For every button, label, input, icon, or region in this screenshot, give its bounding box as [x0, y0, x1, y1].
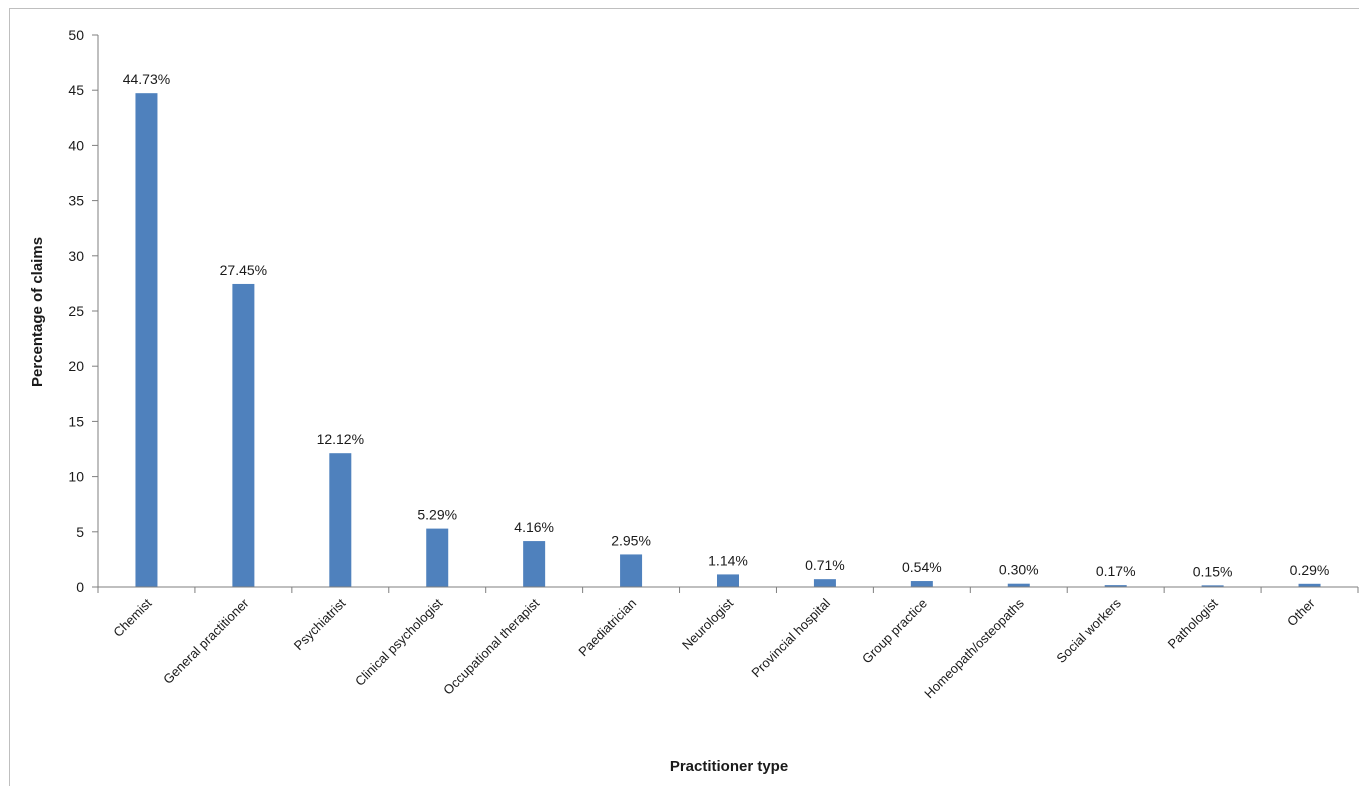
category-label: Homeopath/osteopaths: [921, 595, 1027, 701]
y-tick-label: 15: [68, 413, 84, 429]
category-label: Occupational therapist: [440, 595, 542, 697]
bar: [1298, 583, 1321, 587]
bar: [910, 581, 933, 587]
category-label: Clinical psychologist: [352, 595, 446, 689]
category-label: Other: [1284, 595, 1318, 629]
category-label: Group practice: [859, 596, 930, 667]
bar: [1201, 585, 1224, 587]
category-label: Neurologist: [679, 595, 736, 652]
bar: [813, 579, 836, 587]
bar: [1104, 585, 1127, 587]
data-label: 12.12%: [317, 431, 364, 447]
data-label: 0.29%: [1290, 562, 1330, 578]
y-tick-label: 25: [68, 303, 84, 319]
y-tick-label: 35: [68, 193, 84, 209]
y-tick-label: 40: [68, 137, 84, 153]
y-axis-ticks: 0 5 10 15 20 25 30 35 40 45 50: [68, 27, 98, 595]
data-label: 0.15%: [1193, 563, 1233, 579]
y-axis-title: Percentage of claims: [29, 237, 46, 387]
category-label: Provincial hospital: [748, 595, 833, 680]
bar: [135, 93, 158, 588]
category-label: Pathologist: [1165, 595, 1221, 651]
bar: [717, 574, 739, 587]
data-label: 44.73%: [123, 71, 170, 87]
bar: [232, 283, 255, 587]
y-tick-label: 10: [68, 469, 84, 485]
x-axis-ticks: [97, 587, 1359, 593]
y-tick-label: 50: [68, 27, 84, 43]
bar: [1007, 583, 1030, 587]
bar: [523, 541, 546, 587]
bars: [135, 93, 1321, 588]
data-label: 27.45%: [220, 262, 267, 278]
y-tick-label: 30: [68, 248, 84, 264]
data-label: 1.14%: [708, 552, 748, 568]
data-label: 0.54%: [902, 559, 942, 575]
data-labels: 44.73% 27.45% 12.12% 5.29% 4.16% 2.95% 1.14% 0.…: [123, 71, 1330, 579]
y-tick-label: 20: [68, 358, 84, 374]
chart-frame: [9, 8, 1359, 786]
bar: [620, 554, 643, 587]
category-labels: Chemist General practitioner Psychiatrist C…: [110, 595, 1318, 701]
category-label: General practitioner: [160, 595, 252, 687]
data-label: 0.17%: [1096, 563, 1136, 579]
category-label: Social workers: [1053, 595, 1124, 666]
y-tick-label: 45: [68, 82, 84, 98]
x-axis-title: Practitioner type: [670, 758, 788, 775]
y-tick-label: 0: [76, 579, 84, 595]
category-label: Psychiatrist: [291, 595, 349, 653]
data-label: 0.30%: [999, 562, 1039, 578]
data-label: 5.29%: [417, 507, 457, 523]
data-label: 0.71%: [805, 557, 845, 573]
data-label: 4.16%: [514, 519, 554, 535]
bar: [426, 528, 449, 587]
y-tick-label: 5: [76, 524, 84, 540]
category-label: Chemist: [110, 595, 155, 640]
data-label: 2.95%: [611, 532, 651, 548]
bar: [329, 453, 352, 587]
category-label: Paediatrician: [575, 596, 639, 660]
